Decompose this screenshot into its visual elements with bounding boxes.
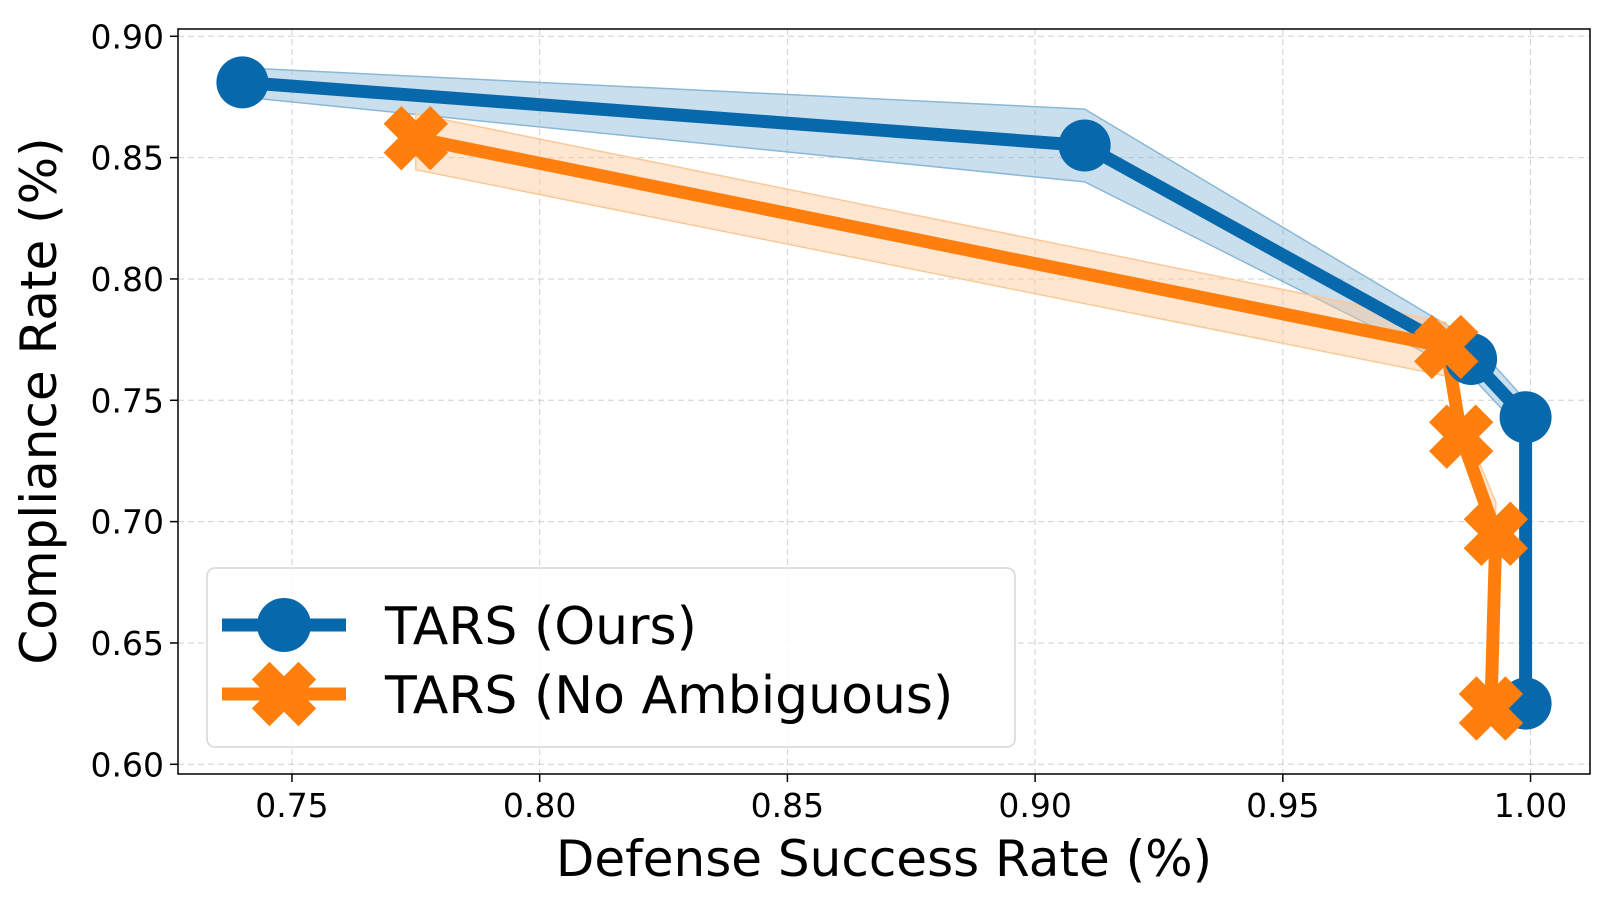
y-tick-label: 0.70	[91, 503, 164, 542]
point-tars-no-ambiguous	[1458, 676, 1524, 741]
point-tars-no-ambiguous	[1463, 501, 1529, 566]
x-axis-label: Defense Success Rate (%)	[556, 830, 1212, 888]
legend-frame	[206, 567, 1016, 748]
legend-entries: TARS (Ours) TARS (No Ambiguous)	[222, 597, 953, 727]
x-tick-label: 0.75	[255, 786, 328, 825]
y-tick-label: 0.80	[91, 260, 164, 299]
x-tick-label: 0.80	[503, 786, 576, 825]
x-tick-label: 1.00	[1494, 786, 1567, 825]
point-tars-ours	[1499, 391, 1552, 444]
band-tars-ours	[241, 67, 1527, 716]
point-tars-no-ambiguous	[383, 106, 449, 171]
y-axis-label: Compliance Rate (%)	[10, 137, 68, 664]
point-tars-ours	[1058, 119, 1111, 172]
y-tick-label: 0.65	[91, 624, 164, 663]
legend: TARS (Ours) TARS (No Ambiguous)	[206, 567, 1016, 748]
y-tick-label: 0.90	[91, 17, 164, 56]
x-tick-label: 0.95	[1246, 786, 1319, 825]
point-tars-no-ambiguous	[1414, 314, 1479, 380]
plot-frame	[177, 28, 1591, 775]
x-tick-label: 0.85	[751, 786, 824, 825]
y-tick-label: 0.85	[91, 139, 164, 178]
y-tick-label: 0.60	[91, 745, 164, 784]
legend-label-tars-no-ambiguous: TARS (No Ambiguous)	[384, 666, 953, 726]
point-tars-no-ambiguous	[1428, 404, 1494, 469]
legend-marker-tars-ours	[257, 598, 311, 652]
point-tars-ours	[216, 56, 269, 109]
x-tick-label: 0.90	[998, 786, 1071, 825]
legend-label-tars-ours: TARS (Ours)	[384, 597, 697, 657]
y-tick-label: 0.75	[91, 381, 164, 420]
series-markers	[216, 56, 1552, 741]
axis-ticks: 0.75 0.80 0.85 0.90 0.95 1.00 0.60 0.65 0.70 0.75…	[91, 17, 1568, 825]
legend-marker-tars-no-ambiguous	[251, 661, 317, 727]
